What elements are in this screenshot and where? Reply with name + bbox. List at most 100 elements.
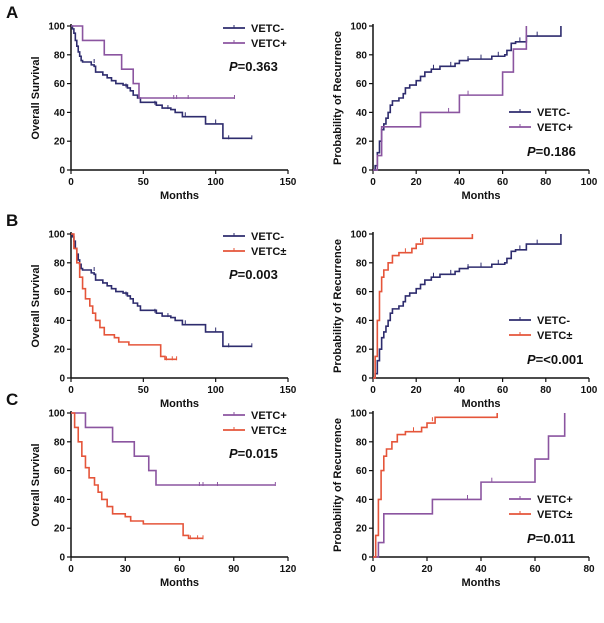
x-tick-label: 120 bbox=[280, 564, 297, 575]
x-tick-label: 0 bbox=[68, 177, 74, 188]
series-line-VETC+ bbox=[373, 26, 528, 171]
x-tick-label: 60 bbox=[529, 564, 541, 575]
y-tick-label: 40 bbox=[54, 316, 66, 327]
p-value-number: =<0.001 bbox=[536, 352, 584, 367]
legend-item: VETC+ bbox=[509, 494, 573, 506]
y-tick-label: 0 bbox=[361, 553, 367, 564]
series-line-VETC- bbox=[373, 234, 562, 379]
series-line-VETC+ bbox=[71, 25, 235, 99]
legend-item: VETC+ bbox=[223, 410, 287, 422]
legend-item: VETC± bbox=[509, 330, 572, 342]
legend-label: VETC± bbox=[537, 330, 572, 342]
x-tick-label: 20 bbox=[421, 564, 433, 575]
y-tick-label: 100 bbox=[350, 22, 367, 33]
panel-B-survival: B 0 20 40 60 80 100 0 50 100 150 Months Overall Surv… bbox=[6, 211, 297, 410]
series-line-VETC+ bbox=[71, 412, 276, 486]
x-axis-label: Months bbox=[160, 398, 199, 410]
p-symbol: P bbox=[229, 59, 238, 74]
series-line-VETC± bbox=[71, 412, 204, 540]
y-tick-label: 20 bbox=[54, 524, 66, 535]
y-tick-label: 60 bbox=[356, 287, 368, 298]
y-axis-label: Probability of Recurrence bbox=[332, 418, 344, 552]
y-tick-label: 60 bbox=[54, 79, 66, 90]
panel-C-recurrence: 0 20 40 60 80 100 0 20 40 60 80 Months Probability o… bbox=[332, 409, 595, 590]
y-tick-label: 0 bbox=[59, 553, 65, 564]
y-tick-label: 100 bbox=[350, 230, 367, 241]
x-axis-label: Months bbox=[160, 190, 199, 202]
p-symbol: P bbox=[527, 144, 536, 159]
x-tick-label: 30 bbox=[120, 564, 132, 575]
x-axis-label: Months bbox=[461, 577, 500, 589]
y-tick-label: 80 bbox=[356, 258, 368, 269]
x-tick-label: 0 bbox=[370, 564, 376, 575]
panel-label: B bbox=[6, 211, 18, 230]
legend-item: VETC+ bbox=[223, 38, 287, 50]
y-tick-label: 100 bbox=[48, 409, 65, 420]
p-value: P=0.186 bbox=[527, 144, 576, 159]
x-tick-label: 80 bbox=[540, 385, 552, 396]
p-symbol: P bbox=[229, 267, 238, 282]
y-tick-label: 100 bbox=[48, 230, 65, 241]
series-line-VETC± bbox=[71, 233, 177, 361]
panel-C-survival: C 0 20 40 60 80 100 0 30 60 90 120 Months Overall Sur… bbox=[6, 390, 297, 589]
x-tick-label: 40 bbox=[454, 177, 466, 188]
series-line-VETC± bbox=[373, 413, 498, 558]
legend-item: VETC- bbox=[509, 107, 570, 119]
legend-label: VETC± bbox=[251, 246, 286, 258]
series-line-VETC- bbox=[71, 233, 252, 348]
legend-item: VETC+ bbox=[509, 122, 573, 134]
y-tick-label: 0 bbox=[59, 374, 65, 385]
x-tick-label: 40 bbox=[475, 564, 487, 575]
y-tick-label: 20 bbox=[54, 345, 66, 356]
y-tick-label: 20 bbox=[356, 524, 368, 535]
y-axis-label: Probability of Recurrence bbox=[332, 239, 344, 373]
y-axis-label: Overall Survival bbox=[30, 443, 42, 526]
legend-item: VETC- bbox=[223, 23, 284, 35]
p-value-number: =0.186 bbox=[536, 144, 576, 159]
legend-label: VETC- bbox=[251, 23, 284, 35]
y-tick-label: 40 bbox=[356, 495, 368, 506]
y-tick-label: 60 bbox=[54, 287, 66, 298]
y-tick-label: 80 bbox=[356, 437, 368, 448]
series-line-VETC+ bbox=[373, 413, 566, 558]
x-tick-label: 150 bbox=[280, 177, 297, 188]
y-tick-label: 20 bbox=[356, 137, 368, 148]
y-tick-label: 100 bbox=[350, 409, 367, 420]
y-tick-label: 40 bbox=[54, 495, 66, 506]
y-tick-label: 0 bbox=[361, 374, 367, 385]
p-value-number: =0.003 bbox=[238, 267, 278, 282]
y-tick-label: 40 bbox=[54, 108, 66, 119]
y-tick-label: 80 bbox=[54, 50, 66, 61]
series-line-VETC- bbox=[71, 25, 252, 140]
x-axis-label: Months bbox=[461, 398, 500, 410]
y-tick-label: 40 bbox=[356, 108, 368, 119]
x-tick-label: 60 bbox=[497, 385, 509, 396]
legend-label: VETC- bbox=[537, 315, 570, 327]
p-symbol: P bbox=[527, 352, 536, 367]
y-axis-label: Overall Survival bbox=[30, 56, 42, 139]
x-tick-label: 60 bbox=[174, 564, 186, 575]
panel-label: C bbox=[6, 390, 18, 409]
panel-A-recurrence: 0 20 40 60 80 100 0 20 40 60 80 100 Months Probabilit… bbox=[332, 22, 598, 203]
series-line-VETC- bbox=[373, 26, 562, 171]
x-tick-label: 20 bbox=[411, 385, 423, 396]
legend-item: VETC- bbox=[509, 315, 570, 327]
x-tick-label: 100 bbox=[207, 385, 224, 396]
legend-item: VETC- bbox=[223, 231, 284, 243]
x-tick-label: 100 bbox=[581, 385, 598, 396]
legend-label: VETC+ bbox=[251, 410, 287, 422]
x-tick-label: 80 bbox=[540, 177, 552, 188]
series-line-VETC± bbox=[373, 234, 474, 379]
x-tick-label: 50 bbox=[138, 177, 150, 188]
y-axis-label: Overall Survival bbox=[30, 264, 42, 347]
p-value: P=0.011 bbox=[527, 531, 575, 546]
p-value-number: =0.363 bbox=[238, 59, 278, 74]
x-tick-label: 20 bbox=[411, 177, 423, 188]
legend-label: VETC+ bbox=[537, 122, 573, 134]
legend-item: VETC± bbox=[509, 509, 572, 521]
legend-label: VETC- bbox=[251, 231, 284, 243]
x-tick-label: 0 bbox=[370, 177, 376, 188]
p-value: P=0.015 bbox=[229, 446, 278, 461]
y-tick-label: 80 bbox=[356, 50, 368, 61]
